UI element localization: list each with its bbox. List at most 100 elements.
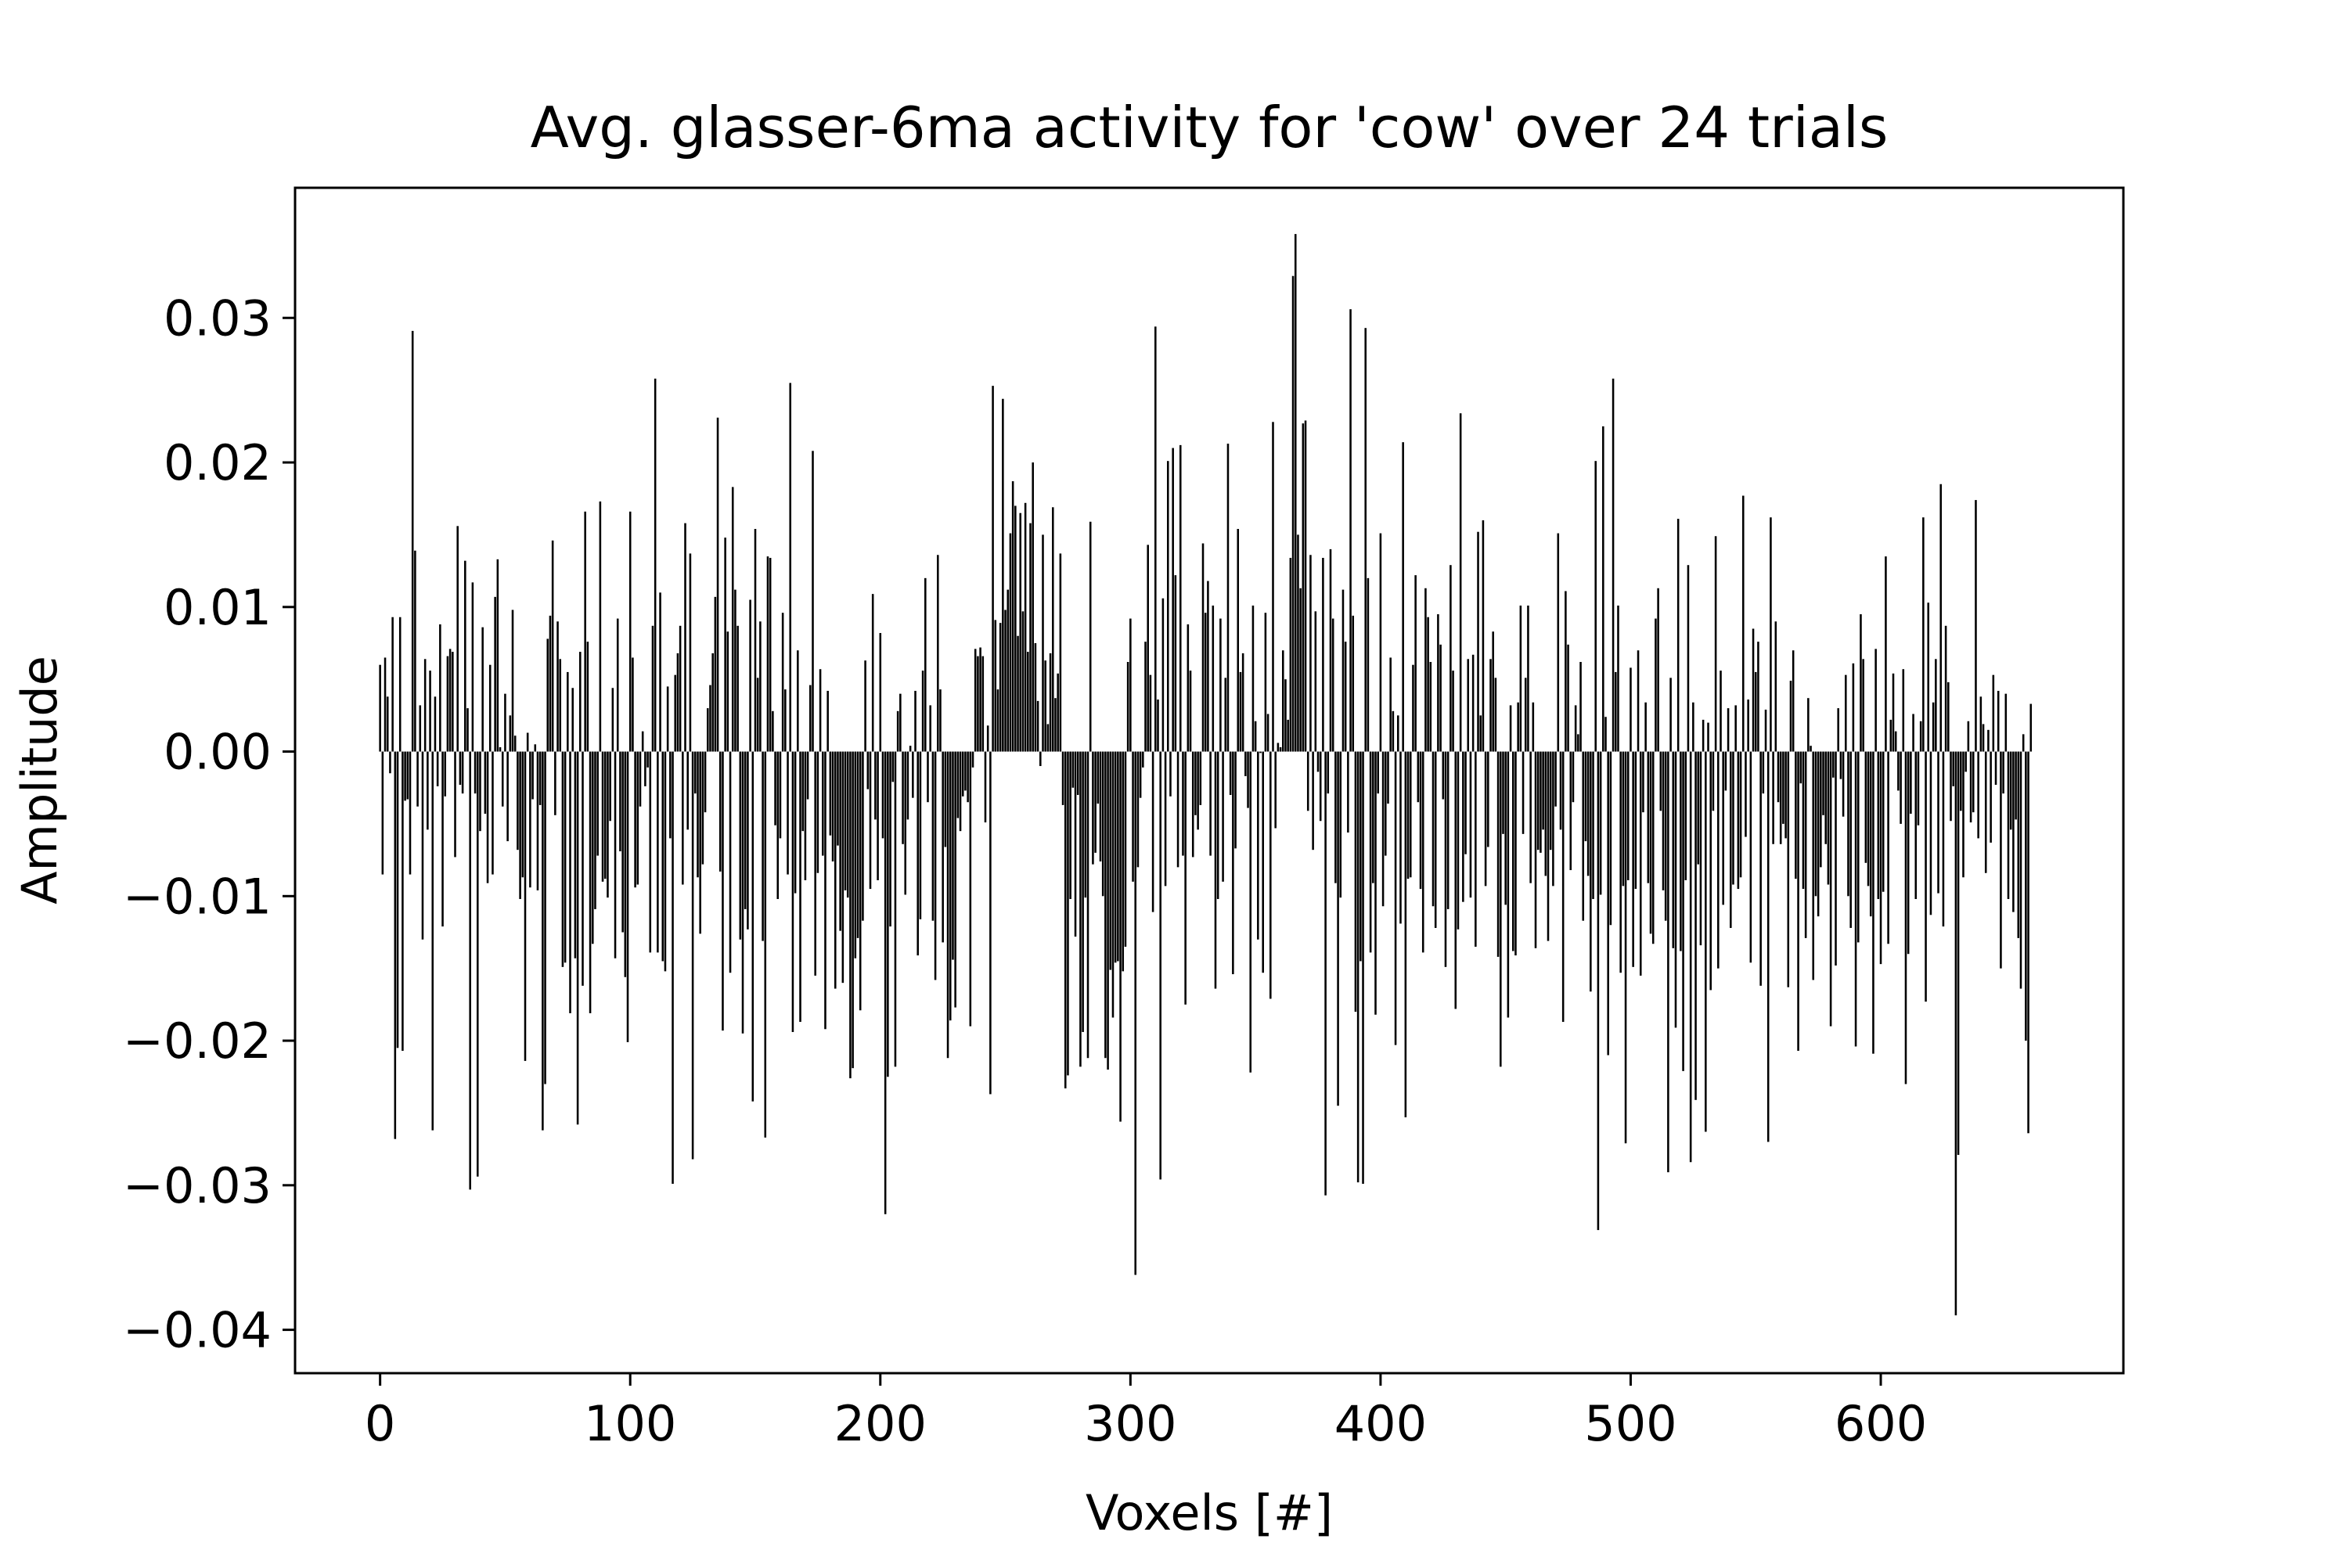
voxel-bar: [1894, 731, 1897, 752]
voxel-bar: [1617, 605, 1619, 752]
voxel-bar: [891, 751, 895, 782]
voxel-bar: [1960, 751, 1962, 811]
voxel-bar: [1511, 751, 1514, 951]
voxel-bar: [1820, 751, 1822, 868]
voxel-bar: [452, 652, 454, 752]
voxel-bar: [1314, 611, 1317, 752]
voxel-bar: [1770, 517, 1772, 752]
voxel-bar: [1254, 721, 1257, 752]
voxel-bar: [404, 751, 406, 801]
voxel-bar: [1117, 751, 1119, 962]
voxel-bar: [1745, 751, 1747, 837]
voxel-bar: [884, 751, 887, 1214]
voxel-bar: [806, 751, 809, 800]
voxel-bar: [1626, 751, 1630, 880]
voxel-bar: [1454, 751, 1457, 1009]
y-tick-label: −0.04: [123, 1302, 272, 1359]
voxel-bar: [1249, 751, 1252, 1073]
voxel-bar: [1662, 751, 1665, 890]
voxel-bar: [1807, 698, 1810, 752]
voxel-bar: [684, 523, 686, 752]
voxel-bar: [1076, 751, 1079, 795]
voxel-bar: [1902, 669, 1905, 752]
voxel-bar: [1655, 618, 1657, 752]
voxel-bar: [1709, 751, 1712, 991]
voxel-bar: [979, 647, 981, 752]
voxel-bar: [471, 582, 474, 752]
voxel-bar: [994, 620, 997, 752]
voxel-bar: [486, 751, 489, 883]
voxel-bar: [1385, 751, 1387, 856]
voxel-bar: [949, 751, 952, 1021]
voxel-bar: [1387, 751, 1389, 804]
voxel-bar: [619, 751, 621, 852]
voxel-bar: [846, 751, 849, 898]
voxel-bar: [1079, 751, 1082, 1067]
voxel-bar: [1084, 751, 1087, 898]
voxel-bar: [902, 751, 904, 844]
voxel-bar: [1937, 751, 1939, 894]
voxel-bar: [657, 751, 659, 953]
voxel-bar: [519, 751, 521, 899]
voxel-bar: [1044, 660, 1046, 752]
voxel-bar: [379, 664, 381, 752]
voxel-bar: [1680, 751, 1682, 951]
voxel-bar: [1944, 625, 1947, 752]
voxel-bar: [781, 613, 784, 752]
x-tick-label: 300: [1084, 1395, 1176, 1452]
voxel-bar: [1019, 512, 1022, 752]
voxel-bar: [1607, 751, 1609, 1056]
voxel-bar: [1136, 751, 1140, 868]
voxel-bar: [989, 751, 992, 1095]
voxel-bar: [1377, 751, 1379, 794]
voxel-bar: [834, 751, 837, 989]
voxel-bar: [574, 751, 577, 958]
voxel-bar: [841, 751, 844, 984]
voxel-bar: [1792, 650, 1795, 752]
voxel-bar: [1406, 751, 1410, 879]
voxel-bar: [624, 751, 627, 977]
voxel-bar: [899, 693, 902, 752]
voxel-bar: [1064, 751, 1067, 1089]
voxel-bar: [1829, 751, 1832, 1027]
voxel-bar: [819, 669, 822, 752]
voxel-bar: [826, 690, 829, 752]
voxel-bar: [1847, 751, 1849, 897]
voxel-bar: [1082, 751, 1084, 1032]
voxel-bar: [1992, 674, 1995, 752]
voxel-bar: [952, 751, 954, 960]
voxel-bar: [1705, 751, 1707, 1132]
voxel-bar: [749, 599, 751, 752]
voxel-bar: [1517, 702, 1519, 752]
voxel-bar: [689, 553, 692, 752]
voxel-bar: [1274, 751, 1277, 829]
voxel-bar: [1306, 751, 1309, 811]
voxel-bar: [621, 751, 624, 933]
voxel-bar: [551, 540, 554, 752]
voxel-bar: [1772, 751, 1774, 844]
voxel-bar: [2025, 751, 2027, 1041]
voxel-bar: [1514, 751, 1517, 956]
voxel-bar: [1337, 751, 1339, 1106]
voxel-bar: [881, 751, 884, 839]
voxel-bar: [1176, 751, 1179, 868]
voxel-bar: [1034, 642, 1037, 752]
voxel-bar: [1214, 751, 1217, 989]
voxel-bar: [1954, 751, 1957, 1316]
voxel-bar: [789, 383, 792, 752]
voxel-bar: [1209, 751, 1212, 856]
voxel-bar: [1007, 589, 1010, 752]
voxel-bar: [2012, 751, 2015, 912]
voxel-bar: [969, 751, 972, 1027]
voxel-bar: [2000, 751, 2002, 969]
voxel-bar: [1885, 556, 1887, 752]
voxel-bar: [466, 708, 469, 752]
voxel-bar: [1344, 642, 1347, 752]
voxel-bar: [504, 693, 506, 752]
voxel-bar: [1484, 751, 1487, 886]
x-tick-label: 400: [1334, 1395, 1427, 1452]
voxel-bar: [1104, 751, 1107, 1059]
voxel-bar: [1164, 751, 1167, 886]
voxel-bar: [1134, 751, 1137, 1275]
